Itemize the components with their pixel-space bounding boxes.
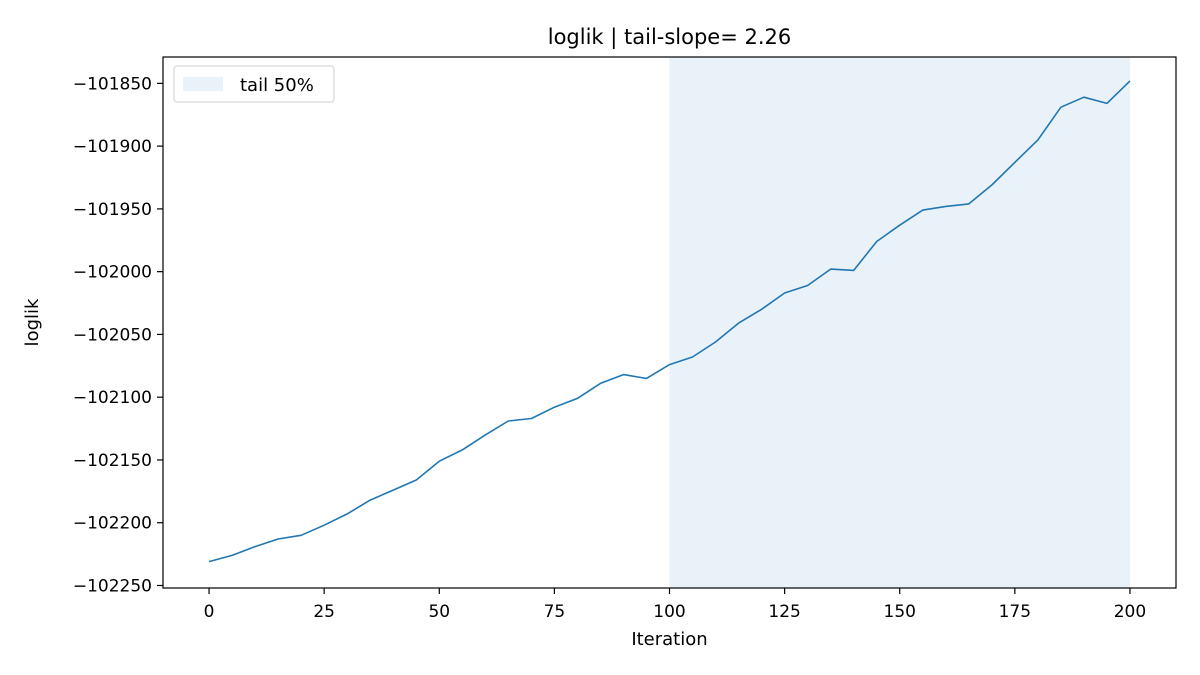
tail-region-layer	[669, 57, 1130, 588]
x-tick-label: 175	[999, 602, 1031, 622]
series-line	[208, 80, 1131, 563]
x-tick-label: 200	[1114, 602, 1146, 622]
y-axis-title: loglik	[22, 298, 43, 346]
x-axis-ticks: 0 25 50 75 100 125 150 175 200	[204, 588, 1146, 622]
legend-box	[173, 65, 335, 103]
x-tick-label: 50	[428, 602, 450, 622]
x-tick-label: 25	[313, 602, 335, 622]
x-axis-title: Iteration	[631, 629, 707, 650]
legend-label-tail: tail 50%	[240, 75, 314, 96]
x-tick-label: 100	[653, 602, 685, 622]
legend-swatch-tail	[183, 77, 223, 91]
y-tick-label: −101900	[73, 137, 152, 157]
y-tick-label: −102050	[73, 325, 152, 345]
tail-region	[669, 57, 1130, 588]
x-tick-label: 0	[204, 602, 215, 622]
y-tick-label: −102100	[73, 388, 152, 408]
x-tick-label: 125	[768, 602, 800, 622]
chart-title: loglik | tail-slope= 2.26	[548, 25, 792, 50]
line-layer	[208, 80, 1131, 563]
x-tick-label: 150	[884, 602, 916, 622]
y-tick-label: −101850	[73, 74, 152, 94]
x-tick-label: 75	[544, 602, 566, 622]
y-tick-label: −102150	[73, 451, 152, 471]
y-tick-label: −102200	[73, 514, 152, 534]
y-tick-label: −102000	[73, 263, 152, 283]
legend: tail 50%	[173, 65, 335, 103]
y-axis-ticks: −102250 −102200 −102150 −102100 −102050 −1020…	[73, 74, 163, 596]
y-tick-label: −101950	[73, 200, 152, 220]
y-tick-label: −102250	[73, 576, 152, 596]
